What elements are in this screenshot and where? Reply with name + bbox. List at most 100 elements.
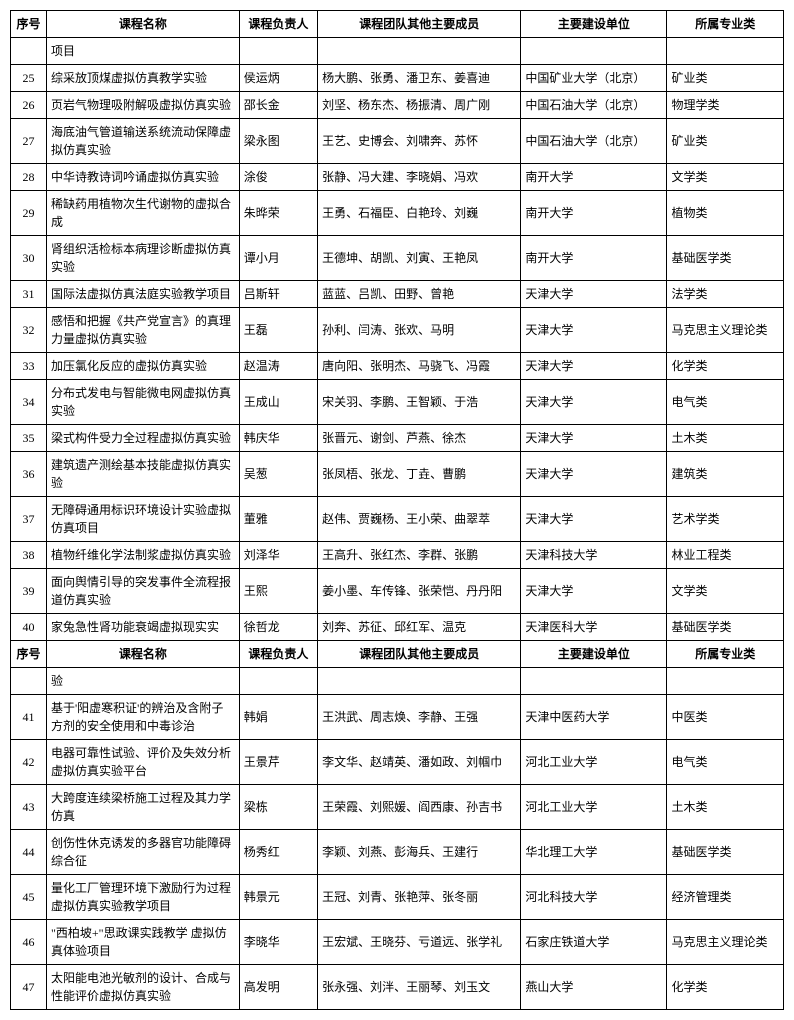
cell-major: 土木类 bbox=[667, 425, 784, 452]
cell-major: 电气类 bbox=[667, 380, 784, 425]
cell-name: 分布式发电与智能微电网虚拟仿真实验 bbox=[47, 380, 240, 425]
cell-major: 化学类 bbox=[667, 965, 784, 1010]
table-row: 45量化工厂管理环境下激励行为过程虚拟仿真实验教学项目韩景元王冠、刘青、张艳萍、… bbox=[11, 875, 784, 920]
cell-members: 赵伟、贾巍杨、王小荣、曲翠萃 bbox=[318, 497, 521, 542]
table-row: 33加压氯化反应的虚拟仿真实验赵温涛唐向阳、张明杰、马骁飞、冯霞天津大学化学类 bbox=[11, 353, 784, 380]
cell-num: 45 bbox=[11, 875, 47, 920]
cell-name: 量化工厂管理环境下激励行为过程虚拟仿真实验教学项目 bbox=[47, 875, 240, 920]
cell-name: 太阳能电池光敏剂的设计、合成与性能评价虚拟仿真实验 bbox=[47, 965, 240, 1010]
cell-num: 40 bbox=[11, 614, 47, 641]
cell-leader: 梁永图 bbox=[239, 119, 317, 164]
cell-num: 29 bbox=[11, 191, 47, 236]
header-major: 所属专业类 bbox=[667, 11, 784, 38]
cell-unit: 天津大学 bbox=[521, 380, 667, 425]
cell-leader: 涂俊 bbox=[239, 164, 317, 191]
cell-num: 39 bbox=[11, 569, 47, 614]
table-header-2: 序号 课程名称 课程负责人 课程团队其他主要成员 主要建设单位 所属专业类 bbox=[11, 641, 784, 668]
table-row: 28中华诗教诗词吟诵虚拟仿真实验涂俊张静、冯大建、李晓娟、冯欢南开大学文学类 bbox=[11, 164, 784, 191]
cell-num: 35 bbox=[11, 425, 47, 452]
cell-name: 肾组织活检标本病理诊断虚拟仿真实验 bbox=[47, 236, 240, 281]
cell-leader: 刘泽华 bbox=[239, 542, 317, 569]
course-table: 序号 课程名称 课程负责人 课程团队其他主要成员 主要建设单位 所属专业类 项目… bbox=[10, 10, 784, 1010]
cell-num: 27 bbox=[11, 119, 47, 164]
cell-unit: 天津科技大学 bbox=[521, 542, 667, 569]
table-row: 27海底油气管道输送系统流动保障虚拟仿真实验梁永图王艺、史博会、刘啸奔、苏怀中国… bbox=[11, 119, 784, 164]
header-num: 序号 bbox=[11, 641, 47, 668]
cell-num: 38 bbox=[11, 542, 47, 569]
header-members: 课程团队其他主要成员 bbox=[318, 641, 521, 668]
cell-major bbox=[667, 668, 784, 695]
table-row: 项目 bbox=[11, 38, 784, 65]
header-unit: 主要建设单位 bbox=[521, 11, 667, 38]
table-row: 38植物纤维化学法制浆虚拟仿真实验刘泽华王高升、张红杰、李群、张鹏天津科技大学林… bbox=[11, 542, 784, 569]
cell-leader: 徐哲龙 bbox=[239, 614, 317, 641]
header-members: 课程团队其他主要成员 bbox=[318, 11, 521, 38]
cell-num bbox=[11, 668, 47, 695]
cell-name: 面向舆情引导的突发事件全流程报道仿真实验 bbox=[47, 569, 240, 614]
header-name: 课程名称 bbox=[47, 11, 240, 38]
cell-num: 31 bbox=[11, 281, 47, 308]
cell-major: 矿业类 bbox=[667, 65, 784, 92]
cell-num: 28 bbox=[11, 164, 47, 191]
cell-leader: 侯运炳 bbox=[239, 65, 317, 92]
cell-leader: 吴葱 bbox=[239, 452, 317, 497]
cell-major: 植物类 bbox=[667, 191, 784, 236]
cell-num: 41 bbox=[11, 695, 47, 740]
cell-unit: 天津医科大学 bbox=[521, 614, 667, 641]
cell-num: 26 bbox=[11, 92, 47, 119]
table-header-1: 序号 课程名称 课程负责人 课程团队其他主要成员 主要建设单位 所属专业类 bbox=[11, 11, 784, 38]
header-num: 序号 bbox=[11, 11, 47, 38]
cell-leader bbox=[239, 668, 317, 695]
cell-name: 验 bbox=[47, 668, 240, 695]
cell-unit bbox=[521, 38, 667, 65]
cell-members: 王荣霞、刘熙媛、阎西康、孙吉书 bbox=[318, 785, 521, 830]
cell-leader: 韩庆华 bbox=[239, 425, 317, 452]
cell-members: 李颖、刘燕、彭海兵、王建行 bbox=[318, 830, 521, 875]
cell-leader: 韩景元 bbox=[239, 875, 317, 920]
cell-leader: 邵长金 bbox=[239, 92, 317, 119]
table-row: 36建筑遗产测绘基本技能虚拟仿真实验吴葱张凤梧、张龙、丁垚、曹鹏天津大学建筑类 bbox=[11, 452, 784, 497]
cell-major: 基础医学类 bbox=[667, 830, 784, 875]
cell-unit: 天津大学 bbox=[521, 569, 667, 614]
cell-leader: 王成山 bbox=[239, 380, 317, 425]
cell-unit: 南开大学 bbox=[521, 164, 667, 191]
cell-major: 基础医学类 bbox=[667, 236, 784, 281]
cell-members: 姜小墨、车传锋、张荣恺、丹丹阳 bbox=[318, 569, 521, 614]
cell-name: 稀缺药用植物次生代谢物的虚拟合成 bbox=[47, 191, 240, 236]
cell-members: 王冠、刘青、张艳萍、张冬丽 bbox=[318, 875, 521, 920]
cell-unit: 天津大学 bbox=[521, 281, 667, 308]
cell-members: 王洪武、周志焕、李静、王强 bbox=[318, 695, 521, 740]
table-row: 26页岩气物理吸附解吸虚拟仿真实验邵长金刘坚、杨东杰、杨振清、周广刚中国石油大学… bbox=[11, 92, 784, 119]
cell-unit: 天津中医药大学 bbox=[521, 695, 667, 740]
cell-unit: 河北科技大学 bbox=[521, 875, 667, 920]
cell-name: 国际法虚拟仿真法庭实验教学项目 bbox=[47, 281, 240, 308]
cell-name: 建筑遗产测绘基本技能虚拟仿真实验 bbox=[47, 452, 240, 497]
cell-num: 47 bbox=[11, 965, 47, 1010]
cell-name: "西柏坡+"思政课实践教学 虚拟仿真体验项目 bbox=[47, 920, 240, 965]
cell-major: 法学类 bbox=[667, 281, 784, 308]
cell-name: 页岩气物理吸附解吸虚拟仿真实验 bbox=[47, 92, 240, 119]
cell-members: 张永强、刘泮、王丽琴、刘玉文 bbox=[318, 965, 521, 1010]
cell-major: 电气类 bbox=[667, 740, 784, 785]
cell-members: 刘奔、苏征、邱红军、温克 bbox=[318, 614, 521, 641]
cell-num: 34 bbox=[11, 380, 47, 425]
cell-leader: 朱晔荣 bbox=[239, 191, 317, 236]
table-row: 46"西柏坡+"思政课实践教学 虚拟仿真体验项目李晓华王宏斌、王晓芬、亏道远、张… bbox=[11, 920, 784, 965]
cell-unit: 天津大学 bbox=[521, 452, 667, 497]
cell-members: 蓝蓝、吕凯、田野、曾艳 bbox=[318, 281, 521, 308]
table-row: 40家兔急性肾功能衰竭虚拟现实实徐哲龙刘奔、苏征、邱红军、温克天津医科大学基础医… bbox=[11, 614, 784, 641]
cell-leader: 吕斯轩 bbox=[239, 281, 317, 308]
cell-name: 无障碍通用标识环境设计实验虚拟仿真项目 bbox=[47, 497, 240, 542]
table-row: 42电器可靠性试验、评价及失效分析虚拟仿真实验平台王景芹李文华、赵靖英、潘如政、… bbox=[11, 740, 784, 785]
cell-name: 创伤性休克诱发的多器官功能障碍综合征 bbox=[47, 830, 240, 875]
cell-leader bbox=[239, 38, 317, 65]
cell-unit bbox=[521, 668, 667, 695]
cell-name: 梁式构件受力全过程虚拟仿真实验 bbox=[47, 425, 240, 452]
cell-leader: 王熙 bbox=[239, 569, 317, 614]
table-row: 44创伤性休克诱发的多器官功能障碍综合征杨秀红李颖、刘燕、彭海兵、王建行华北理工… bbox=[11, 830, 784, 875]
table-row: 43大跨度连续梁桥施工过程及其力学仿真梁栋王荣霞、刘熙媛、阎西康、孙吉书河北工业… bbox=[11, 785, 784, 830]
cell-name: 植物纤维化学法制浆虚拟仿真实验 bbox=[47, 542, 240, 569]
cell-name: 加压氯化反应的虚拟仿真实验 bbox=[47, 353, 240, 380]
cell-major: 艺术学类 bbox=[667, 497, 784, 542]
header-unit: 主要建设单位 bbox=[521, 641, 667, 668]
